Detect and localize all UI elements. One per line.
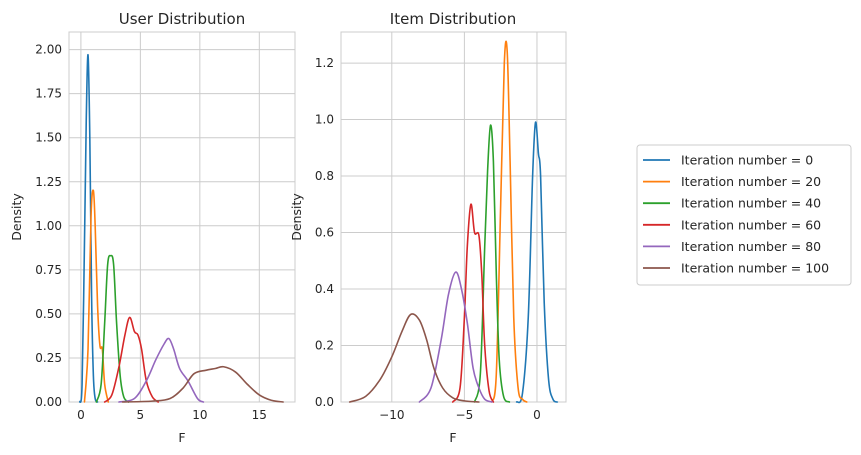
x-tick-labels: −10 −5 0 bbox=[379, 408, 541, 422]
x-tick-label: −10 bbox=[379, 408, 404, 422]
legend-label: Iteration number = 100 bbox=[681, 261, 829, 276]
y-tick-label: 2.00 bbox=[35, 43, 62, 57]
y-tick-label: 0.0 bbox=[315, 395, 334, 409]
user-distribution-panel: 0 5 10 15 0.00 0.25 0.50 0.75 1.00 1.25 1.50 1.75 2… bbox=[9, 10, 296, 445]
y-tick-label: 0.75 bbox=[35, 263, 62, 277]
x-tick-label: 15 bbox=[252, 408, 267, 422]
series-line-2 bbox=[473, 124, 511, 403]
series-line-3 bbox=[103, 316, 160, 403]
legend-frame bbox=[636, 144, 852, 286]
chart-title: Item Distribution bbox=[390, 10, 516, 28]
y-tick-label: 1.2 bbox=[315, 56, 334, 70]
y-tick-label: 0.8 bbox=[315, 169, 334, 183]
grid bbox=[341, 32, 566, 403]
x-axis-label: F bbox=[178, 430, 185, 445]
legend-label: Iteration number = 0 bbox=[681, 153, 813, 168]
x-tick-labels: 0 5 10 15 bbox=[77, 408, 267, 422]
y-tick-labels: 0.00 0.25 0.50 0.75 1.00 1.25 1.50 1.75 2.00 bbox=[35, 43, 62, 409]
legend-entries: Iteration number = 0 Iteration number = 2… bbox=[643, 153, 829, 276]
series-line-0 bbox=[515, 121, 559, 404]
legend-label: Iteration number = 60 bbox=[681, 217, 821, 232]
series-lines bbox=[78, 54, 284, 403]
grid bbox=[69, 32, 295, 403]
y-tick-label: 1.75 bbox=[35, 87, 62, 101]
series-line-4 bbox=[418, 271, 493, 403]
y-axis-label: Density bbox=[289, 193, 304, 241]
y-tick-label: 1.25 bbox=[35, 175, 62, 189]
x-tick-label: 0 bbox=[533, 408, 541, 422]
x-tick-label: 0 bbox=[77, 408, 85, 422]
legend-label: Iteration number = 40 bbox=[681, 196, 821, 211]
y-tick-label: 1.00 bbox=[35, 219, 62, 233]
x-tick-label: 5 bbox=[137, 408, 145, 422]
y-tick-label: 0.00 bbox=[35, 395, 62, 409]
legend-label: Iteration number = 80 bbox=[681, 239, 821, 254]
x-tick-label: 10 bbox=[192, 408, 207, 422]
series-line-5 bbox=[348, 313, 480, 403]
chart-title: User Distribution bbox=[119, 10, 245, 28]
series-line-2 bbox=[95, 254, 130, 403]
item-distribution-panel: −10 −5 0 0.0 0.2 0.4 0.6 0.8 1.0 1.2 Item Distri… bbox=[289, 10, 567, 445]
legend-label: Iteration number = 20 bbox=[681, 174, 821, 189]
series-line-3 bbox=[451, 203, 495, 403]
y-tick-labels: 0.0 0.2 0.4 0.6 0.8 1.0 1.2 bbox=[315, 56, 334, 409]
y-tick-label: 0.4 bbox=[315, 282, 334, 296]
series-lines bbox=[348, 40, 559, 404]
y-tick-label: 0.6 bbox=[315, 226, 334, 240]
series-line-0 bbox=[78, 54, 99, 403]
legend: Iteration number = 0 Iteration number = 2… bbox=[636, 144, 852, 286]
plot-area bbox=[340, 31, 567, 403]
x-axis-label: F bbox=[449, 430, 456, 445]
y-tick-label: 1.50 bbox=[35, 131, 62, 145]
x-tick-label: −5 bbox=[456, 408, 474, 422]
y-tick-label: 0.50 bbox=[35, 307, 62, 321]
y-tick-label: 0.25 bbox=[35, 351, 62, 365]
y-axis-label: Density bbox=[9, 193, 24, 241]
y-tick-label: 1.0 bbox=[315, 113, 334, 127]
series-line-4 bbox=[118, 337, 205, 403]
series-line-5 bbox=[121, 365, 284, 403]
y-tick-label: 0.2 bbox=[315, 339, 334, 353]
series-line-1 bbox=[491, 40, 528, 403]
